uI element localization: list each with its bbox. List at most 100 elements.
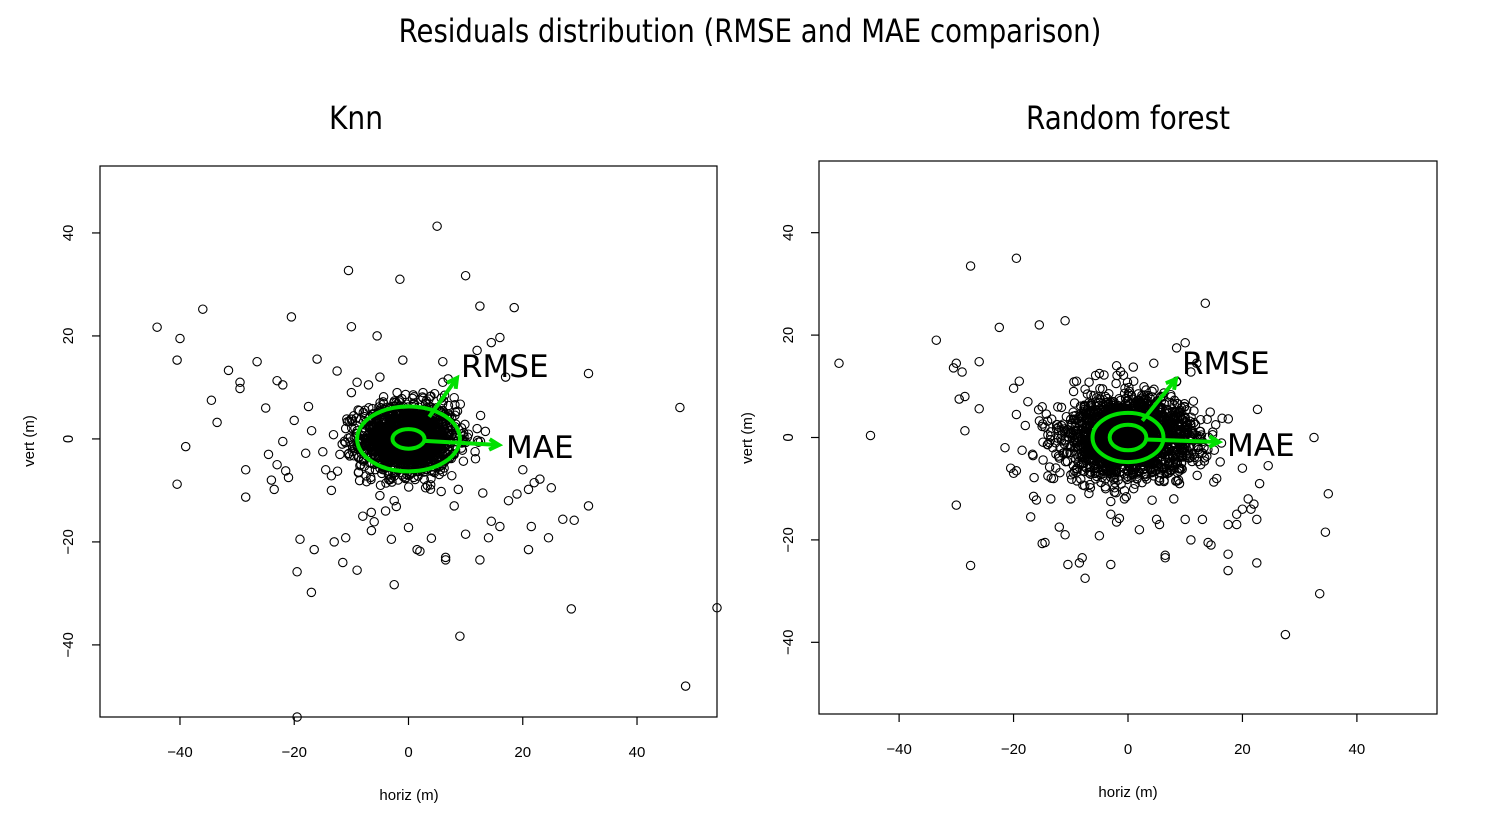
scatter-point (395, 410, 406, 420)
scatter-point (252, 356, 262, 367)
scatter-point (1128, 469, 1139, 479)
scatter-point (509, 302, 519, 313)
scatter-point (394, 395, 405, 406)
rf-axis-ticks: −40 −20 0 20 40 −40 −20 0 20 40 (780, 224, 1365, 758)
scatter-point (312, 354, 322, 364)
scatter-point (346, 387, 357, 398)
scatter-point (1154, 473, 1165, 483)
scatter-point (1095, 383, 1105, 394)
scatter-point (1154, 476, 1164, 486)
scatter-point (1073, 441, 1083, 452)
scatter-point (1106, 496, 1116, 507)
scatter-point (1193, 456, 1203, 467)
scatter-point (380, 506, 391, 516)
scatter-point (1138, 461, 1149, 471)
scatter-point (1187, 456, 1197, 467)
scatter-point (1080, 448, 1091, 459)
scatter-point (1076, 459, 1087, 470)
scatter-point (1149, 384, 1159, 395)
scatter-point (372, 331, 382, 341)
scatter-point (712, 603, 722, 613)
scatter-point (1320, 527, 1331, 537)
scatter-point (1046, 414, 1057, 424)
scatter-point (495, 521, 505, 532)
scatter-point (1108, 399, 1118, 409)
scatter-point (1090, 370, 1101, 381)
scatter-point (309, 544, 319, 555)
scatter-point (1065, 447, 1075, 458)
scatter-point (1128, 362, 1139, 372)
scatter-point (472, 423, 482, 434)
scatter-point (1074, 558, 1085, 568)
scatter-point (398, 355, 408, 365)
scatter-point (278, 380, 288, 390)
scatter-point (1192, 470, 1202, 481)
scatter-point (960, 391, 970, 402)
scatter-point (388, 457, 399, 468)
scatter-point (1085, 483, 1096, 493)
knn-scatter-chart: Knn −40 −20 0 20 40 −40 −20 0 20 40 horiz (m) ver… (21, 99, 722, 804)
scatter-point (295, 534, 305, 545)
scatter-point (1246, 504, 1256, 514)
y-tick-label: 0 (60, 435, 77, 443)
scatter-point (1254, 478, 1265, 489)
scatter-point (1068, 386, 1079, 397)
scatter-point (1164, 461, 1175, 471)
scatter-point (1138, 438, 1149, 448)
scatter-point (266, 475, 277, 485)
scatter-point (344, 451, 355, 461)
scatter-point (240, 465, 251, 475)
x-tick-label: −40 (167, 744, 192, 761)
scatter-point (1147, 495, 1157, 505)
scatter-point (1151, 399, 1162, 409)
scatter-point (391, 501, 402, 512)
scatter-point (1168, 462, 1179, 472)
scatter-point (403, 522, 414, 533)
scatter-point (1029, 472, 1039, 483)
scatter-point (470, 446, 480, 457)
scatter-point (1014, 376, 1025, 386)
scatter-point (1056, 402, 1067, 413)
scatter-point (369, 435, 380, 446)
scatter-point (1243, 494, 1253, 504)
scatter-point (303, 401, 314, 412)
x-tick-label: −20 (282, 744, 307, 761)
scatter-point (1068, 407, 1078, 417)
scatter-point (1023, 396, 1033, 407)
scatter-point (495, 332, 505, 343)
scatter-point (1178, 428, 1188, 438)
scatter-point (543, 533, 554, 543)
scatter-point (373, 425, 384, 436)
scatter-point (447, 470, 457, 481)
scatter-point (1106, 559, 1116, 570)
scatter-point (1046, 473, 1057, 483)
scatter-point (1151, 465, 1161, 476)
scatter-point (583, 501, 594, 511)
scatter-point (1217, 413, 1227, 424)
rmse-ellipse (1090, 410, 1166, 465)
y-tick-label: −40 (60, 632, 77, 657)
scatter-point (1210, 420, 1221, 430)
scatter-point (1134, 524, 1145, 535)
scatter-point (407, 393, 418, 404)
scatter-point (342, 416, 353, 427)
scatter-point (583, 368, 594, 379)
scatter-point (395, 274, 405, 285)
scatter-point (1066, 474, 1077, 484)
knn-points (152, 221, 722, 722)
scatter-point (338, 557, 348, 568)
scatter-point (306, 425, 317, 436)
scatter-point (486, 337, 497, 348)
scatter-point (180, 441, 191, 452)
scatter-point (1099, 370, 1109, 380)
scatter-point (1094, 407, 1104, 417)
scatter-point (1152, 458, 1163, 469)
scatter-point (1111, 378, 1121, 389)
scatter-point (424, 444, 434, 454)
scatter-point (1223, 414, 1234, 424)
scatter-point (834, 358, 844, 369)
scatter-point (332, 466, 343, 476)
scatter-point (865, 430, 876, 441)
scatter-point (460, 529, 471, 539)
scatter-point (206, 395, 217, 406)
